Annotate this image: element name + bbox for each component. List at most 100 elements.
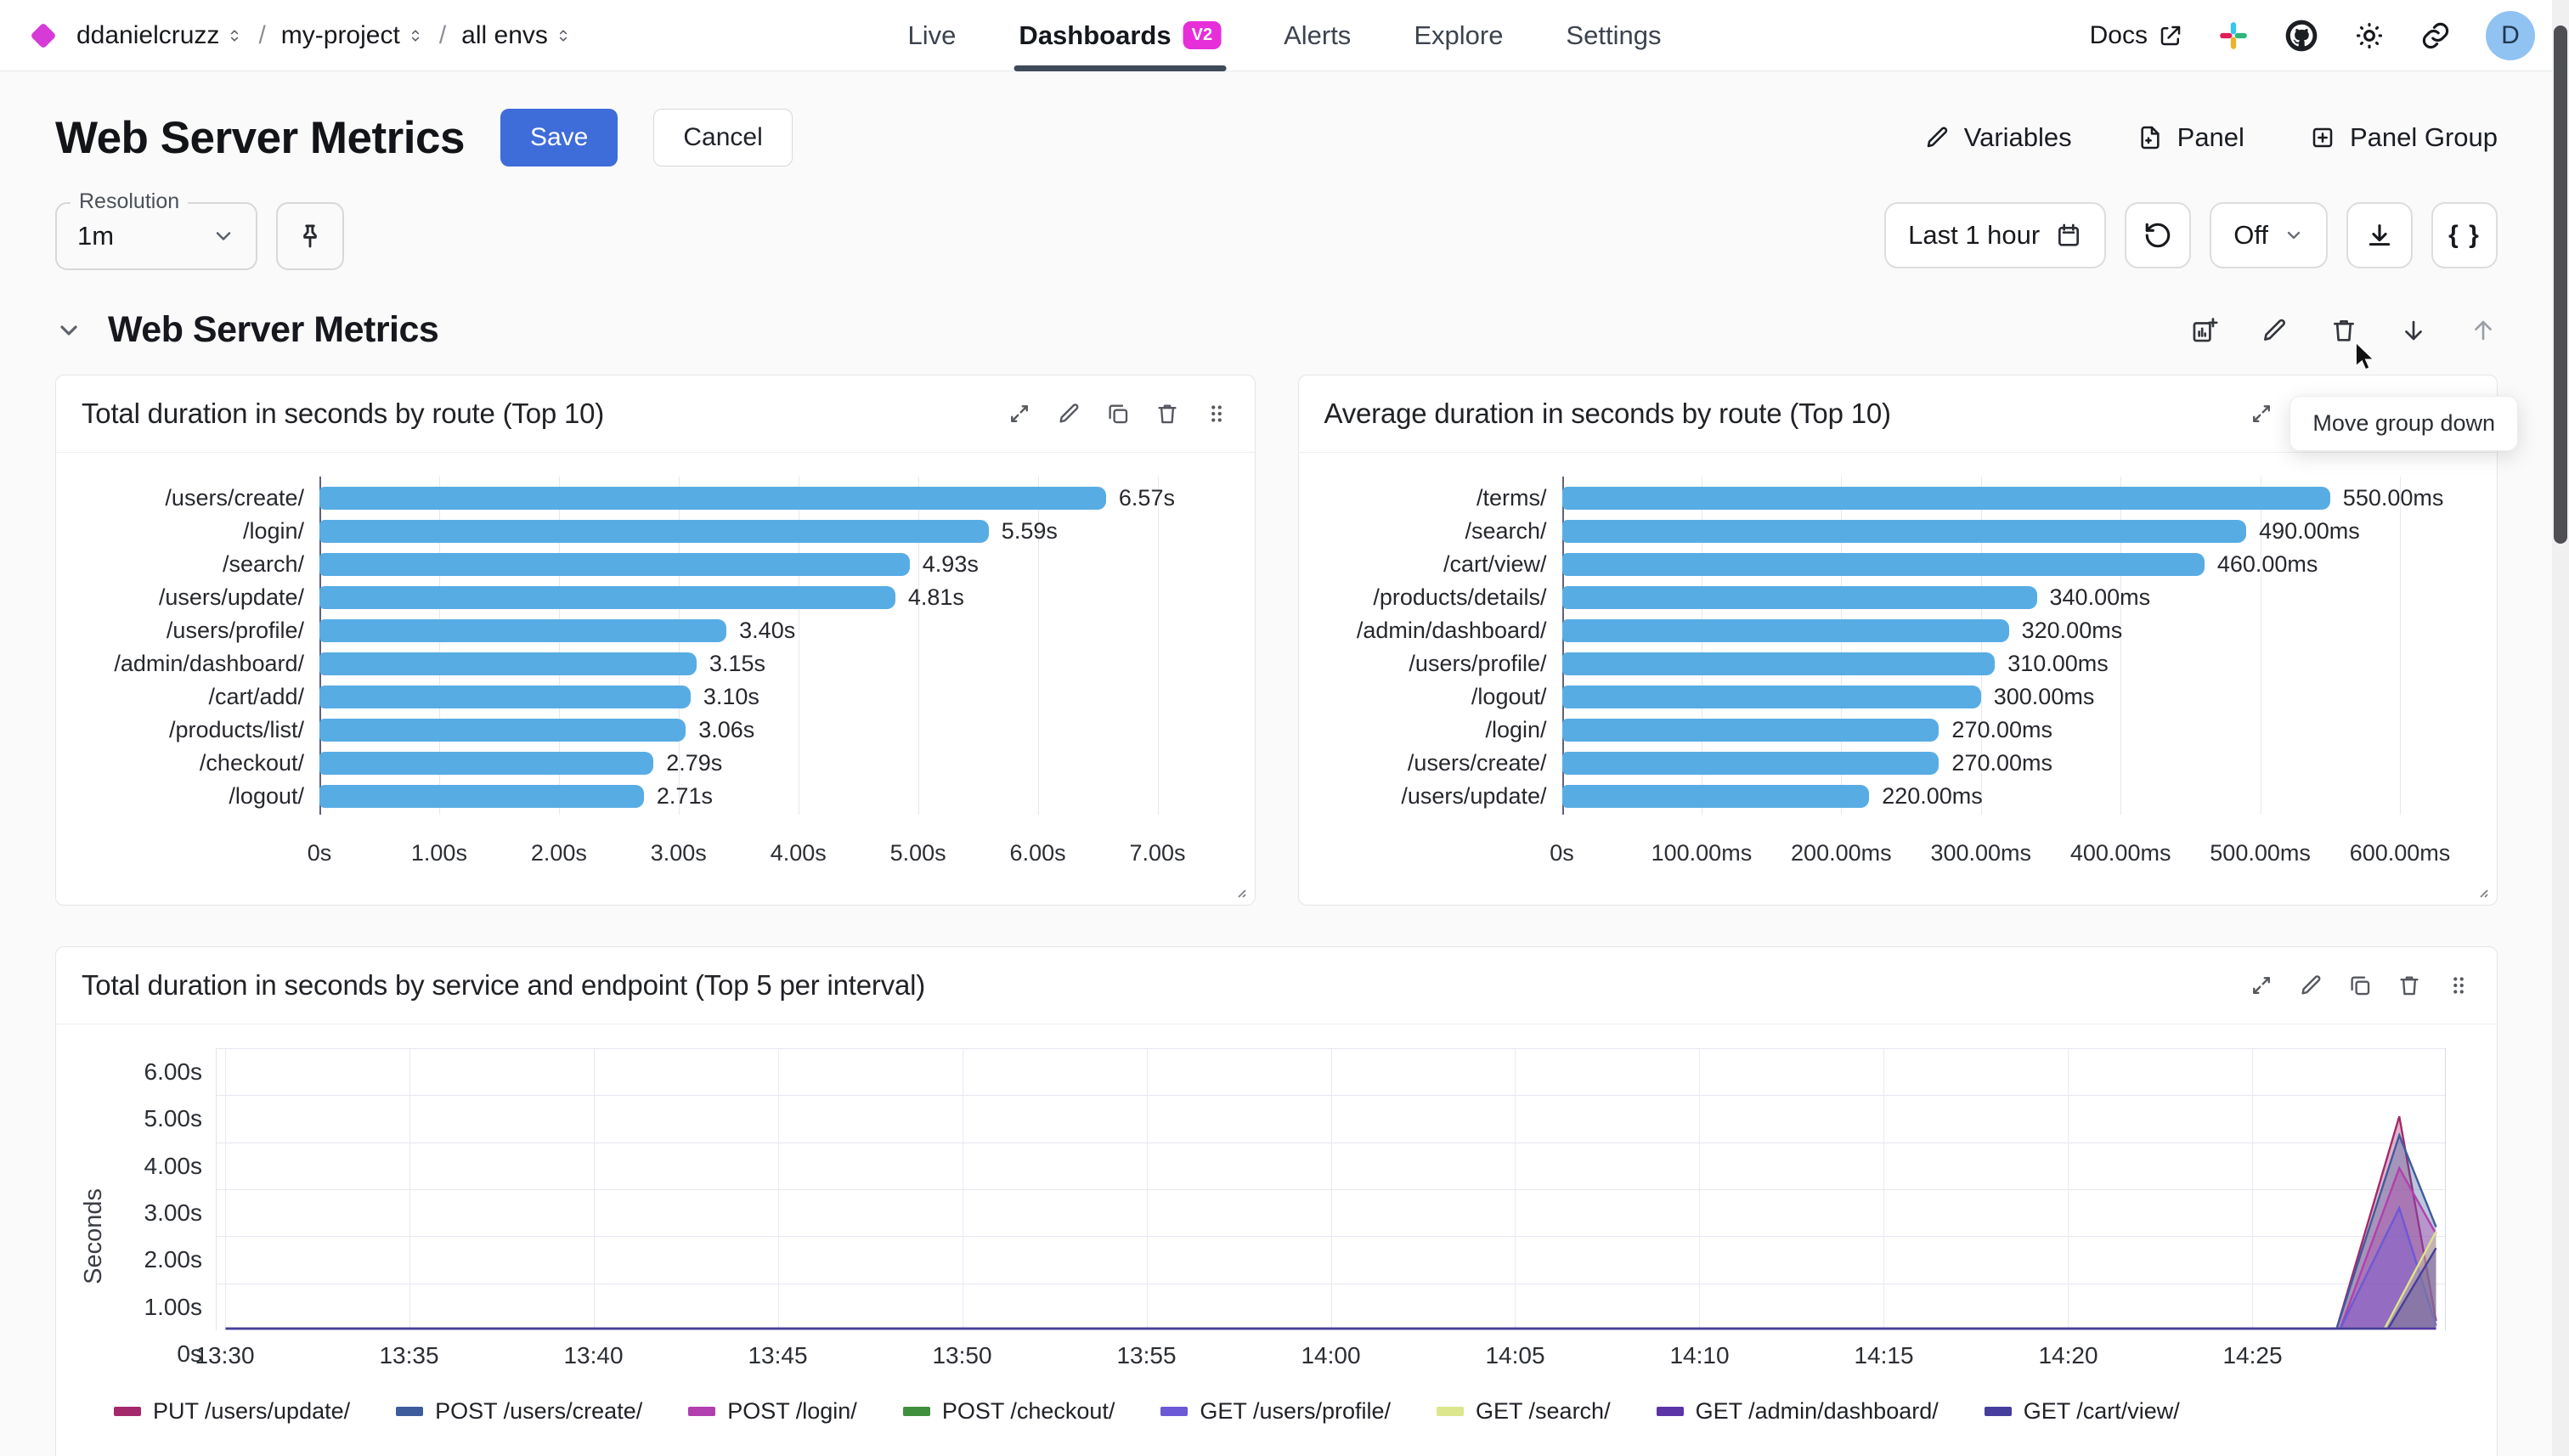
legend-label: POST /users/create/ xyxy=(435,1398,643,1424)
x-tick-label: 600.00ms xyxy=(2349,840,2451,866)
legend-item[interactable]: POST /checkout/ xyxy=(902,1398,1115,1425)
panel-group-title: Web Server Metrics xyxy=(108,309,439,350)
legend-swatch xyxy=(688,1407,716,1416)
tab-dashboards[interactable]: Dashboards V2 xyxy=(1013,0,1227,71)
bar-row: /users/create/6.57s xyxy=(56,482,1221,515)
legend-item[interactable]: GET /admin/dashboard/ xyxy=(1656,1398,1939,1425)
bar-chart-gridlines xyxy=(319,477,1221,815)
plot-area xyxy=(216,1048,2446,1330)
expand-icon[interactable] xyxy=(1007,401,1032,426)
legend-item[interactable]: PUT /users/update/ xyxy=(114,1398,350,1425)
edit-icon[interactable] xyxy=(2260,316,2289,345)
slack-icon[interactable] xyxy=(2217,20,2250,52)
panel-group-button[interactable]: Panel Group xyxy=(2309,122,2498,153)
x-tick-label: 14:10 xyxy=(1669,1342,1730,1369)
download-button[interactable] xyxy=(2346,202,2413,268)
hbar-chart-average-duration: /terms/550.00ms/search/490.00ms/cart/vie… xyxy=(1299,453,2498,884)
app-logo-diamond-icon[interactable] xyxy=(30,21,57,49)
bar xyxy=(319,686,691,708)
time-range-button[interactable]: Last 1 hour xyxy=(1884,202,2107,268)
expand-icon[interactable] xyxy=(2249,973,2274,998)
expand-icon[interactable] xyxy=(2249,401,2274,426)
variables-button[interactable]: Variables xyxy=(1923,122,2072,153)
drag-handle-icon[interactable] xyxy=(2446,973,2471,998)
download-icon xyxy=(2365,221,2394,250)
bar xyxy=(319,487,1106,510)
legend-label: POST /checkout/ xyxy=(941,1398,1115,1424)
panel-resize-handle[interactable] xyxy=(2473,883,2490,900)
scrollbar-thumb[interactable] xyxy=(2554,25,2567,544)
breadcrumb-item-ddanielcruzz[interactable]: ddanielcruzz xyxy=(76,21,243,50)
add-panel-icon[interactable] xyxy=(2190,316,2219,345)
x-axis-ticks: 0s 1.00s 2.00s 3.00s 4.00s 5.00s 6.00s 7.00s xyxy=(308,825,1221,884)
refresh-button[interactable] xyxy=(2125,202,2192,268)
x-tick-label: 13:45 xyxy=(748,1342,808,1369)
bar xyxy=(1561,487,2330,510)
pin-resolution-button[interactable] xyxy=(276,202,344,270)
bar-category-label: /cart/add/ xyxy=(208,684,304,709)
breadcrumb-item-all-envs[interactable]: all envs xyxy=(461,21,572,50)
chevrons-updown-icon xyxy=(407,27,424,44)
tab-settings[interactable]: Settings xyxy=(1566,0,1661,71)
bar-row: /logout/300.00ms xyxy=(1299,680,2464,714)
bar xyxy=(319,619,727,642)
chevrons-updown-icon xyxy=(226,27,243,44)
bar-category-label: /cart/view/ xyxy=(1443,551,1547,577)
auto-refresh-select[interactable]: Off xyxy=(2210,202,2328,268)
resolution-select[interactable]: Resolution 1m xyxy=(55,189,257,270)
tab-live[interactable]: Live xyxy=(908,0,957,71)
legend-item[interactable]: POST /login/ xyxy=(688,1398,857,1425)
share-link-icon[interactable] xyxy=(2419,20,2452,52)
delete-icon[interactable] xyxy=(2329,316,2358,345)
json-code-button[interactable]: { } xyxy=(2431,202,2498,268)
theme-sun-icon[interactable] xyxy=(2353,20,2386,52)
legend-item[interactable]: GET /search/ xyxy=(1437,1398,1611,1425)
dashboard-actions: Variables Panel Panel Group xyxy=(1923,122,2498,153)
bar-category-label: /search/ xyxy=(1465,518,1547,544)
bar-value-label: 310.00ms xyxy=(2007,651,2109,676)
bar-category-label: /admin/dashboard/ xyxy=(114,651,304,676)
legend-item[interactable]: GET /users/profile/ xyxy=(1160,1398,1391,1425)
avatar[interactable]: D xyxy=(2486,10,2535,60)
breadcrumb-item-my-project[interactable]: my-project xyxy=(281,21,424,50)
hbar-chart-total-duration: /users/create/6.57s/login/5.59s/search/4… xyxy=(56,453,1255,884)
copy-icon[interactable] xyxy=(1105,401,1131,426)
copy-icon[interactable] xyxy=(2347,973,2373,998)
legend-label: GET /cart/view/ xyxy=(2023,1398,2180,1424)
tab-explore[interactable]: Explore xyxy=(1414,0,1503,71)
bar-category-label: /login/ xyxy=(242,518,304,544)
breadcrumb-label: all envs xyxy=(461,20,548,49)
bar-value-label: 320.00ms xyxy=(2021,618,2123,643)
legend-swatch xyxy=(902,1407,930,1416)
github-icon[interactable] xyxy=(2284,18,2319,54)
x-tick-label: 14:15 xyxy=(1854,1342,1914,1369)
bar-value-label: 3.06s xyxy=(698,717,755,742)
panel-button[interactable]: Panel xyxy=(2137,122,2244,153)
chevron-down-icon xyxy=(2284,225,2304,245)
move-down-icon[interactable] xyxy=(2399,316,2428,345)
drag-handle-icon[interactable] xyxy=(1204,401,1229,426)
bar xyxy=(1561,619,2009,642)
x-axis-ticks: 0s 100.00ms 200.00ms 300.00ms 400.00ms 500.00… xyxy=(1550,825,2464,884)
collapse-group-chevron-icon[interactable] xyxy=(55,317,82,344)
edit-icon[interactable] xyxy=(1056,401,1081,426)
delete-icon[interactable] xyxy=(1155,401,1180,426)
page-scrollbar[interactable] xyxy=(2552,0,2569,1456)
x-tick-label: 14:20 xyxy=(2038,1342,2098,1369)
delete-icon[interactable] xyxy=(2397,973,2422,998)
legend-item[interactable]: POST /users/create/ xyxy=(396,1398,642,1425)
bar xyxy=(1561,520,2247,543)
save-button[interactable]: Save xyxy=(500,109,618,166)
docs-link[interactable]: Docs xyxy=(2090,21,2183,50)
bar xyxy=(319,752,654,775)
page-title: Web Server Metrics xyxy=(55,112,465,163)
cancel-button[interactable]: Cancel xyxy=(653,109,793,166)
edit-icon[interactable] xyxy=(2298,973,2323,998)
action-label: Variables xyxy=(1963,122,2072,152)
panel-resize-handle[interactable] xyxy=(1231,883,1248,900)
legend-item[interactable]: GET /cart/view/ xyxy=(1984,1398,2180,1425)
x-tick-label: 5.00s xyxy=(889,840,946,866)
move-up-icon[interactable] xyxy=(2469,316,2498,345)
bar xyxy=(319,586,895,609)
tab-alerts[interactable]: Alerts xyxy=(1284,0,1351,71)
